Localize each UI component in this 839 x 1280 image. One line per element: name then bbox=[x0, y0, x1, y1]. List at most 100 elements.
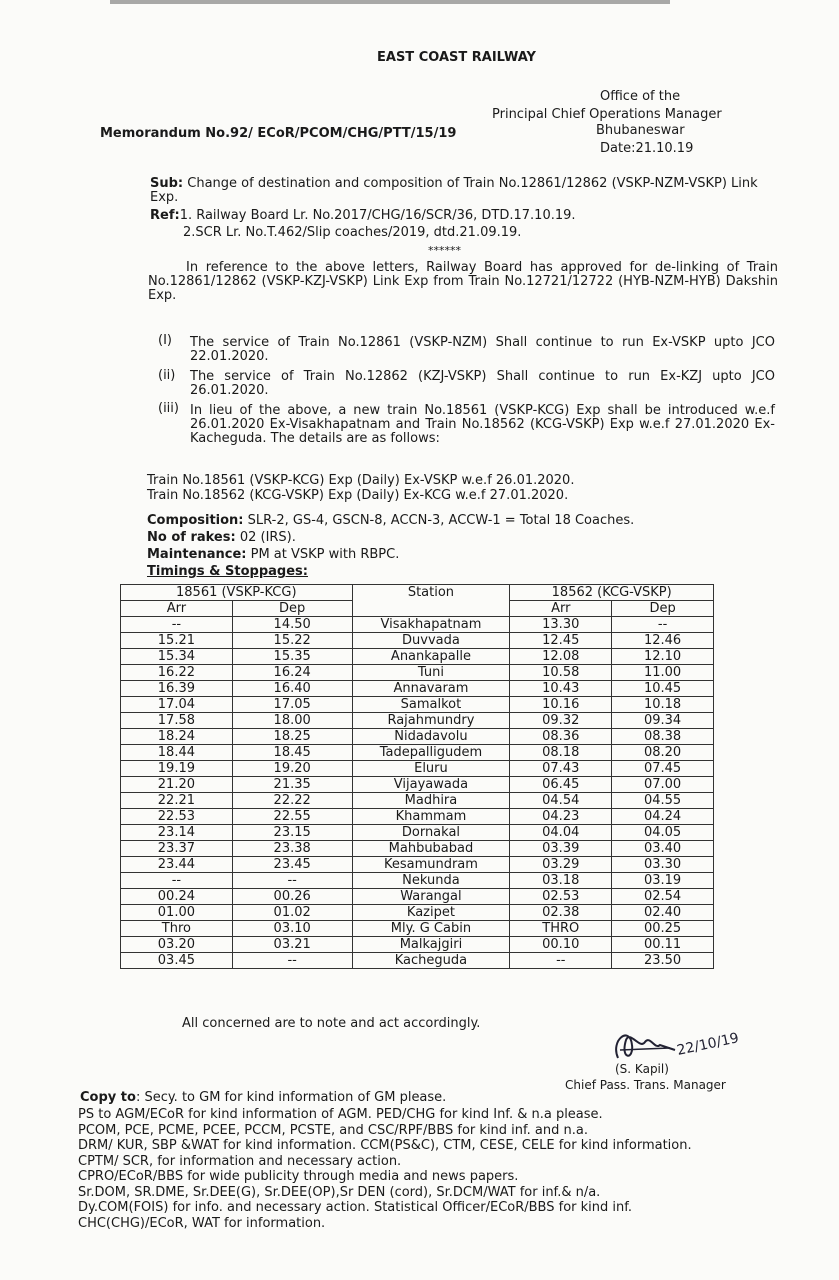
arr-18562: 04.04 bbox=[509, 824, 613, 841]
station-name: Anankapalle bbox=[351, 648, 511, 665]
dep-18561: 17.05 bbox=[231, 696, 353, 713]
station-header: Station bbox=[351, 584, 511, 617]
arr-18561: 16.22 bbox=[120, 664, 233, 681]
dep-18561: 15.35 bbox=[231, 648, 353, 665]
train-18561-header: 18561 (VSKP-KCG) bbox=[120, 584, 353, 601]
point-number: (iii) bbox=[158, 401, 179, 416]
dep-18561: 14.50 bbox=[231, 616, 353, 633]
copy-to-line: CPTM/ SCR, for information and necessary… bbox=[78, 1153, 402, 1169]
arr-18562: -- bbox=[509, 952, 613, 969]
station-name: Samalkot bbox=[351, 696, 511, 713]
arr-18562: 10.43 bbox=[509, 680, 613, 697]
subject: Sub: Change of destination and compositi… bbox=[150, 177, 780, 205]
dep-18561: -- bbox=[231, 872, 353, 889]
dep-18561: 03.10 bbox=[231, 920, 353, 937]
dep-18562: 12.46 bbox=[611, 632, 714, 649]
copy-to-line: Dy.COM(FOIS) for info. and necessary act… bbox=[78, 1200, 633, 1215]
arr-18562: 12.08 bbox=[509, 648, 613, 665]
station-name: Madhira bbox=[351, 792, 511, 809]
intro-paragraph: In reference to the above letters, Railw… bbox=[148, 260, 778, 303]
station-name: Kacheguda bbox=[351, 952, 511, 969]
arr-18562: 12.45 bbox=[509, 632, 613, 649]
arr-18561: 19.19 bbox=[120, 760, 233, 777]
table-row: 16.22 16.24 Tuni 10.58 11.00 bbox=[120, 664, 714, 681]
arr-18562: 07.43 bbox=[509, 760, 613, 777]
table-row: 16.39 16.40 Annavaram 10.43 10.45 bbox=[120, 680, 714, 697]
arr-18561: 23.44 bbox=[120, 856, 233, 873]
dep-18562: 03.30 bbox=[611, 856, 714, 873]
point-number: (I) bbox=[158, 333, 172, 348]
dep-18562: 00.11 bbox=[611, 936, 714, 953]
copy-to-line: Sr.DOM, SR.DME, Sr.DEE(G), Sr.DEE(OP),Sr… bbox=[78, 1184, 601, 1200]
dep-18562: -- bbox=[611, 616, 714, 633]
copy-to-line: CHC(CHG)/ECoR, WAT for information. bbox=[78, 1215, 326, 1231]
station-name: Tuni bbox=[351, 664, 511, 681]
arr-18562: 08.36 bbox=[509, 728, 613, 745]
station-name: Duvvada bbox=[351, 632, 511, 649]
separator: ****** bbox=[428, 244, 461, 257]
dep-18562: 08.38 bbox=[611, 728, 714, 745]
arr-18561: 22.21 bbox=[120, 792, 233, 809]
train-line: Train No.18561 (VSKP-KCG) Exp (Daily) Ex… bbox=[147, 473, 575, 488]
dep-18561: 23.45 bbox=[231, 856, 353, 873]
table-row: 17.58 18.00 Rajahmundry 09.32 09.34 bbox=[120, 712, 714, 729]
dep-18561: 00.26 bbox=[231, 888, 353, 905]
dep-18562: 03.40 bbox=[611, 840, 714, 857]
station-name: Kazipet bbox=[351, 904, 511, 921]
station-name: Khammam bbox=[351, 808, 511, 825]
station-name: Tadepalligudem bbox=[351, 744, 511, 761]
station-name: Nidadavolu bbox=[351, 728, 511, 745]
office-line: Office of the bbox=[600, 89, 681, 104]
arr-header: Arr bbox=[120, 600, 233, 617]
dep-18562: 10.45 bbox=[611, 680, 714, 697]
table-row: 01.00 01.02 Kazipet 02.38 02.40 bbox=[120, 904, 714, 921]
table-row: 23.14 23.15 Dornakal 04.04 04.05 bbox=[120, 824, 714, 841]
table-row: 18.44 18.45 Tadepalligudem 08.18 08.20 bbox=[120, 744, 714, 761]
memo-number: Memorandum No.92/ ECoR/PCOM/CHG/PTT/15/1… bbox=[100, 126, 457, 141]
table-row: 23.37 23.38 Mahbubabad 03.39 03.40 bbox=[120, 840, 714, 857]
dep-18561: 16.40 bbox=[231, 680, 353, 697]
timetable: 18561 (VSKP-KCG) Station 18562 (KCG-VSKP… bbox=[120, 584, 714, 969]
dep-18562: 03.19 bbox=[611, 872, 714, 889]
arr-18561: 21.20 bbox=[120, 776, 233, 793]
signature-image: 22/10/19 bbox=[615, 1030, 740, 1059]
station-name: Rajahmundry bbox=[351, 712, 511, 729]
point-text: In lieu of the above, a new train No.185… bbox=[190, 403, 775, 446]
train-line: Train No.18562 (KCG-VSKP) Exp (Daily) Ex… bbox=[147, 488, 569, 503]
station-name: Malkajgiri bbox=[351, 936, 511, 953]
timings-label: Timings & Stoppages: bbox=[147, 564, 308, 579]
table-row: 15.34 15.35 Anankapalle 12.08 12.10 bbox=[120, 648, 714, 665]
dep-18562: 11.00 bbox=[611, 664, 714, 681]
arr-18561: 18.24 bbox=[120, 728, 233, 745]
arr-18561: 22.53 bbox=[120, 808, 233, 825]
dep-header: Dep bbox=[231, 600, 353, 617]
table-row: 22.53 22.55 Khammam 04.23 04.24 bbox=[120, 808, 714, 825]
arr-18561: 17.58 bbox=[120, 712, 233, 729]
dep-header: Dep bbox=[611, 600, 714, 617]
arr-18561: Thro bbox=[120, 920, 233, 937]
dep-18561: 18.25 bbox=[231, 728, 353, 745]
table-row: 21.20 21.35 Vijayawada 06.45 07.00 bbox=[120, 776, 714, 793]
arr-18562: 09.32 bbox=[509, 712, 613, 729]
dep-18561: 16.24 bbox=[231, 664, 353, 681]
dep-18561: 15.22 bbox=[231, 632, 353, 649]
signatory-name: (S. Kapil) bbox=[615, 1062, 669, 1076]
arr-18561: -- bbox=[120, 872, 233, 889]
arr-18562: 04.23 bbox=[509, 808, 613, 825]
dep-18562: 08.20 bbox=[611, 744, 714, 761]
scan-edge bbox=[110, 0, 670, 4]
arr-18562: THRO bbox=[509, 920, 613, 937]
dep-18561: 18.00 bbox=[231, 712, 353, 729]
org-title: EAST COAST RAILWAY bbox=[377, 50, 536, 65]
arr-18562: 10.58 bbox=[509, 664, 613, 681]
dep-18561: 01.02 bbox=[231, 904, 353, 921]
dep-18561: -- bbox=[231, 952, 353, 969]
arr-18561: 23.37 bbox=[120, 840, 233, 857]
dep-18562: 09.34 bbox=[611, 712, 714, 729]
ref-item: 2.SCR Lr. No.T.462/Slip coaches/2019, dt… bbox=[183, 225, 522, 240]
dep-18561: 03.21 bbox=[231, 936, 353, 953]
dep-18562: 23.50 bbox=[611, 952, 714, 969]
station-name: Nekunda bbox=[351, 872, 511, 889]
table-row: 22.21 22.22 Madhira 04.54 04.55 bbox=[120, 792, 714, 809]
table-row: 23.44 23.45 Kesamundram 03.29 03.30 bbox=[120, 856, 714, 873]
